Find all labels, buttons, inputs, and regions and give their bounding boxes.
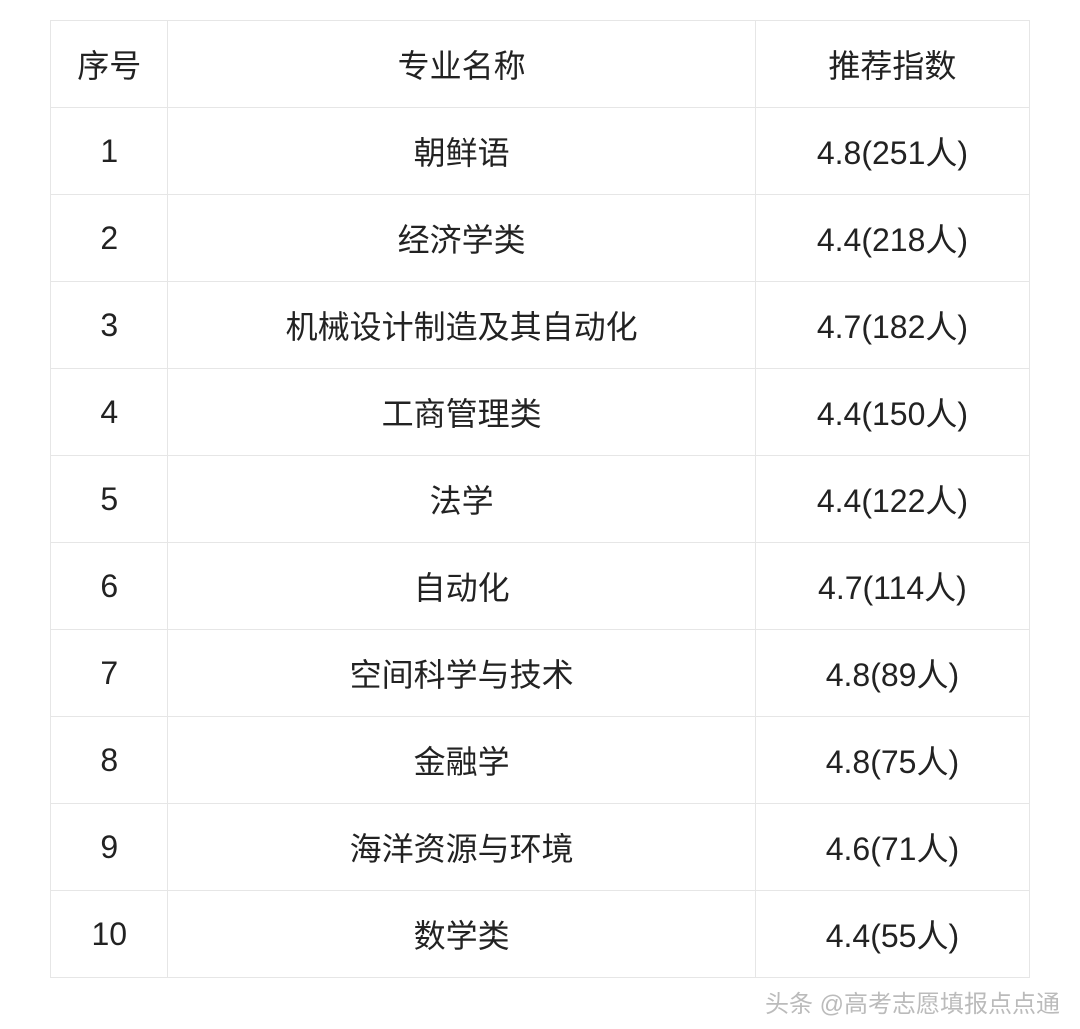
table-header-row: 序号 专业名称 推荐指数 <box>51 21 1030 108</box>
table-row: 6 自动化 4.7(114人) <box>51 543 1030 630</box>
cell-name: 海洋资源与环境 <box>168 804 755 891</box>
table-row: 9 海洋资源与环境 4.6(71人) <box>51 804 1030 891</box>
cell-name: 空间科学与技术 <box>168 630 755 717</box>
cell-index: 9 <box>51 804 168 891</box>
cell-index: 3 <box>51 282 168 369</box>
cell-score: 4.8(75人) <box>755 717 1029 804</box>
cell-name: 金融学 <box>168 717 755 804</box>
header-score: 推荐指数 <box>755 21 1029 108</box>
cell-index: 5 <box>51 456 168 543</box>
major-ranking-table: 序号 专业名称 推荐指数 1 朝鲜语 4.8(251人) 2 经济学类 4.4(… <box>50 20 1030 978</box>
cell-name: 工商管理类 <box>168 369 755 456</box>
cell-name: 法学 <box>168 456 755 543</box>
cell-score: 4.6(71人) <box>755 804 1029 891</box>
cell-index: 6 <box>51 543 168 630</box>
cell-score: 4.4(218人) <box>755 195 1029 282</box>
cell-index: 10 <box>51 891 168 978</box>
watermark-text: 头条 @高考志愿填报点点通 <box>765 984 1060 1019</box>
table-row: 2 经济学类 4.4(218人) <box>51 195 1030 282</box>
cell-name: 自动化 <box>168 543 755 630</box>
cell-score: 4.8(251人) <box>755 108 1029 195</box>
table-row: 3 机械设计制造及其自动化 4.7(182人) <box>51 282 1030 369</box>
table-row: 1 朝鲜语 4.8(251人) <box>51 108 1030 195</box>
table-row: 7 空间科学与技术 4.8(89人) <box>51 630 1030 717</box>
table-row: 10 数学类 4.4(55人) <box>51 891 1030 978</box>
cell-score: 4.7(114人) <box>755 543 1029 630</box>
cell-index: 8 <box>51 717 168 804</box>
table-row: 5 法学 4.4(122人) <box>51 456 1030 543</box>
cell-name: 朝鲜语 <box>168 108 755 195</box>
cell-index: 1 <box>51 108 168 195</box>
cell-index: 7 <box>51 630 168 717</box>
cell-score: 4.4(150人) <box>755 369 1029 456</box>
header-index: 序号 <box>51 21 168 108</box>
cell-score: 4.8(89人) <box>755 630 1029 717</box>
cell-score: 4.4(122人) <box>755 456 1029 543</box>
table-row: 4 工商管理类 4.4(150人) <box>51 369 1030 456</box>
major-ranking-table-container: 序号 专业名称 推荐指数 1 朝鲜语 4.8(251人) 2 经济学类 4.4(… <box>50 20 1030 978</box>
cell-name: 数学类 <box>168 891 755 978</box>
header-name: 专业名称 <box>168 21 755 108</box>
cell-name: 经济学类 <box>168 195 755 282</box>
cell-score: 4.7(182人) <box>755 282 1029 369</box>
table-row: 8 金融学 4.8(75人) <box>51 717 1030 804</box>
cell-index: 4 <box>51 369 168 456</box>
cell-name: 机械设计制造及其自动化 <box>168 282 755 369</box>
cell-score: 4.4(55人) <box>755 891 1029 978</box>
table-body: 1 朝鲜语 4.8(251人) 2 经济学类 4.4(218人) 3 机械设计制… <box>51 108 1030 978</box>
cell-index: 2 <box>51 195 168 282</box>
